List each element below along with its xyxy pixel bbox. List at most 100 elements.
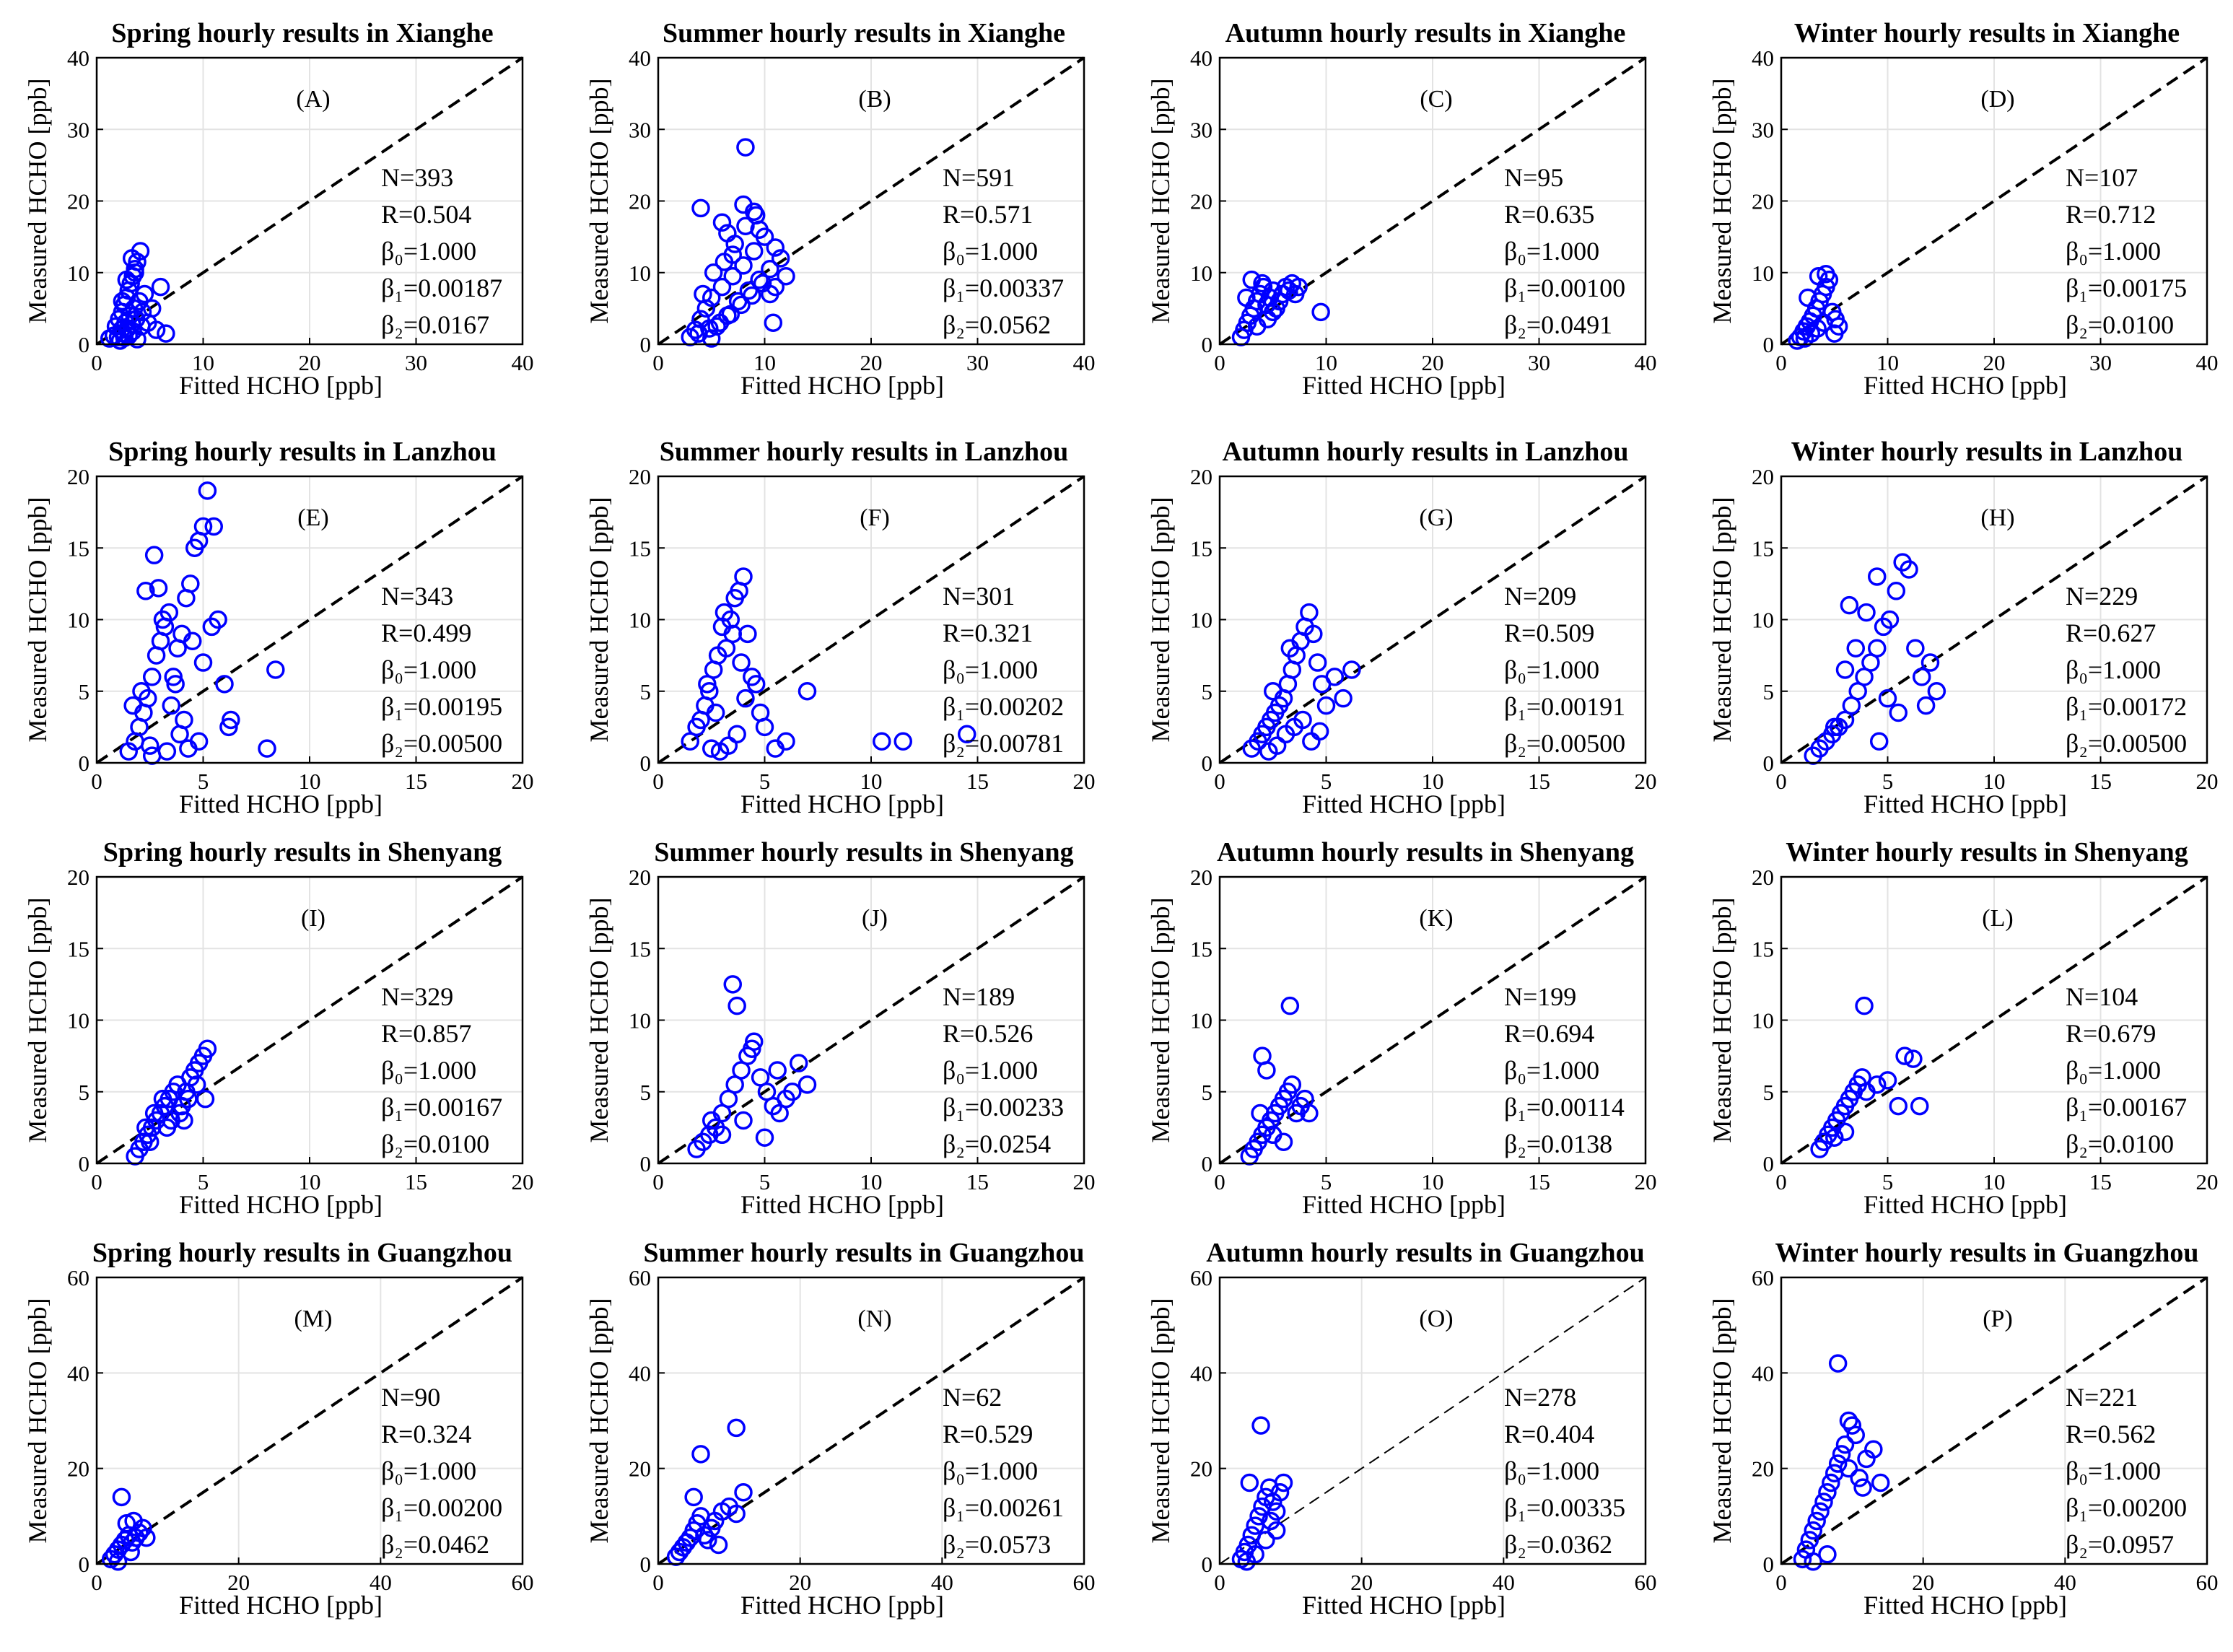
panel-letter: (P) (1983, 1306, 2013, 1332)
data-point (761, 284, 779, 304)
stat-line: β₂=0.00781 (943, 729, 1064, 758)
x-tick-label: 20 (1912, 1570, 1934, 1595)
y-tick-label: 10 (67, 261, 89, 286)
x-tick-label: 5 (759, 1169, 771, 1194)
x-tick-label: 40 (512, 350, 534, 375)
y-tick-label: 10 (1190, 1008, 1212, 1033)
y-tick-label: 0 (1763, 1151, 1775, 1176)
data-point (1267, 1502, 1286, 1521)
data-point (1855, 996, 1874, 1015)
data-point (1257, 1061, 1276, 1080)
stat-line: β₂=0.00500 (1504, 729, 1625, 758)
data-point (1804, 1521, 1822, 1540)
stat-line: β₁=0.00100 (1504, 274, 1625, 302)
data-point (798, 682, 817, 701)
y-tick-label: 10 (67, 1008, 89, 1033)
data-point (1267, 736, 1287, 755)
y-tick-label: 30 (629, 117, 651, 142)
y-tick-label: 10 (629, 1008, 651, 1033)
data-point (1864, 1440, 1883, 1459)
data-point (164, 668, 183, 686)
y-axis-label: Measured HCHO [ppb] (585, 1298, 613, 1544)
stat-line: β₂=0.0491 (1504, 310, 1612, 339)
y-tick-label: 0 (640, 1151, 652, 1176)
y-tick-label: 30 (67, 117, 89, 142)
data-point (187, 1075, 206, 1094)
x-axis-label: Fitted HCHO [ppb] (740, 371, 944, 400)
data-point (108, 1552, 128, 1571)
stat-line: β₁=0.00191 (1504, 692, 1625, 721)
panel-letter: (E) (297, 504, 328, 531)
data-point (1835, 660, 1855, 679)
data-point (157, 324, 175, 343)
stat-line: R=0.499 (381, 619, 471, 647)
data-point (721, 305, 740, 324)
data-point (702, 1111, 721, 1130)
x-tick-label: 20 (2196, 769, 2219, 794)
panel-title: Winter hourly results in Guangzhou (1775, 1238, 2198, 1268)
data-point (771, 249, 790, 268)
y-tick-label: 20 (67, 464, 89, 489)
x-tick-label: 0 (1214, 1570, 1225, 1595)
panel-letter: (C) (1420, 86, 1452, 113)
stat-line: R=0.571 (943, 200, 1033, 229)
x-tick-label: 20 (1635, 1169, 1657, 1194)
stat-line: β₀=1.000 (943, 1456, 1038, 1485)
x-axis-label: Fitted HCHO [ppb] (179, 1591, 383, 1620)
data-point (1310, 722, 1329, 741)
x-tick-label: 5 (759, 769, 771, 794)
x-tick-label: 15 (405, 1169, 427, 1194)
y-tick-label: 0 (1202, 1151, 1213, 1176)
data-point (1280, 639, 1300, 657)
x-tick-label: 15 (2089, 769, 2112, 794)
data-point (1342, 660, 1361, 679)
stat-line: β₂=0.0573 (943, 1530, 1051, 1559)
x-tick-label: 10 (299, 1169, 321, 1194)
data-point (732, 295, 751, 315)
data-point (1904, 1049, 1923, 1068)
data-point (1237, 288, 1256, 307)
axes-box (1780, 1276, 2208, 1565)
data-point (123, 696, 142, 715)
stat-line: R=0.324 (381, 1420, 471, 1448)
y-tick-label: 40 (67, 45, 89, 71)
stat-line: N=62 (943, 1383, 1002, 1412)
y-tick-label: 10 (1752, 1008, 1774, 1033)
data-point (1251, 1103, 1270, 1123)
stat-line: R=0.712 (2066, 200, 2156, 229)
data-point (698, 675, 717, 694)
data-point (1927, 682, 1946, 701)
data-point (1302, 732, 1321, 751)
x-tick-label: 15 (1528, 1169, 1550, 1194)
y-tick-label: 20 (67, 865, 89, 890)
stat-line: N=189 (943, 982, 1015, 1011)
panel-letter: (O) (1419, 1306, 1453, 1332)
data-point (723, 245, 742, 264)
data-point (196, 1089, 215, 1109)
x-tick-label: 10 (1983, 1169, 2006, 1194)
stat-line: β₁=0.00261 (943, 1493, 1064, 1522)
data-point (215, 675, 234, 694)
y-axis-label: Measured HCHO [ppb] (1146, 898, 1175, 1143)
data-point (1264, 682, 1282, 701)
panel-title: Autumn hourly results in Xianghe (1225, 18, 1626, 48)
stat-line: β₂=0.0462 (381, 1530, 489, 1559)
stat-line: R=0.321 (943, 619, 1033, 647)
data-point (743, 286, 761, 305)
data-point (1270, 1483, 1290, 1502)
data-point (1274, 1132, 1293, 1151)
x-axis-label: Fitted HCHO [ppb] (1302, 1591, 1506, 1620)
y-tick-label: 5 (1202, 1080, 1213, 1105)
data-point (126, 263, 144, 282)
data-point (727, 1418, 746, 1438)
x-axis-label: Fitted HCHO [ppb] (740, 1190, 944, 1219)
data-point (1262, 1511, 1280, 1531)
y-tick-label: 0 (1202, 751, 1213, 776)
y-tick-label: 20 (1190, 464, 1212, 489)
data-point (734, 256, 753, 275)
x-axis-label: Fitted HCHO [ppb] (1863, 371, 2067, 400)
stat-line: β₁=0.00195 (381, 692, 502, 721)
x-tick-label: 0 (1775, 350, 1787, 375)
